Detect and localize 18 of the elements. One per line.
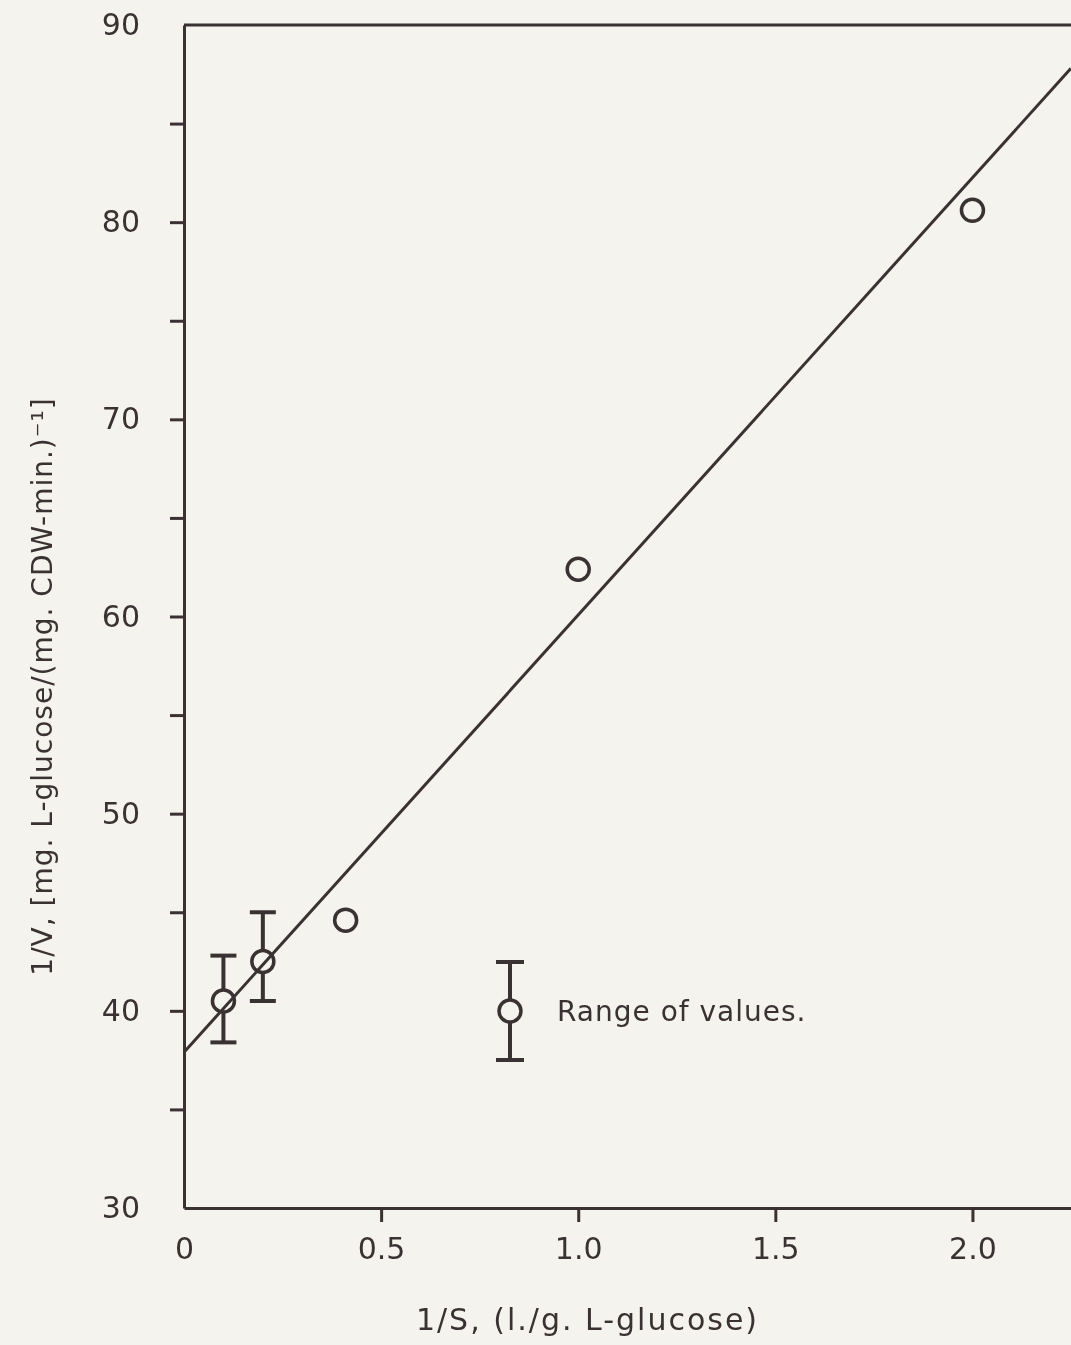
point [565, 556, 591, 582]
y-tick-label: 60 [101, 598, 140, 634]
y-tick-label: 80 [101, 204, 140, 240]
x-tick-label: 0 [174, 1231, 195, 1267]
y-tick-label: 90 [101, 7, 140, 43]
y-tick-label: 30 [101, 1190, 140, 1226]
y-tick-label: 40 [101, 992, 140, 1028]
x-tick-label: 2.0 [949, 1231, 997, 1267]
y-tick-label: 50 [101, 795, 140, 831]
x-tick-label: 0.5 [357, 1231, 406, 1267]
x-tick-label: 1.5 [751, 1231, 800, 1267]
point [959, 197, 986, 224]
legend-label: Range of values. [557, 995, 807, 1028]
x-tick-label: 1.0 [554, 1231, 603, 1267]
point [332, 907, 359, 933]
x-axis-title: 1/S, (l./g. L-glucose) [415, 1302, 760, 1337]
y-axis-title: 1/V, [mg. L-glucose/(mg. CDW-min.)⁻¹] [26, 397, 59, 976]
y-tick-label: 70 [101, 401, 140, 437]
